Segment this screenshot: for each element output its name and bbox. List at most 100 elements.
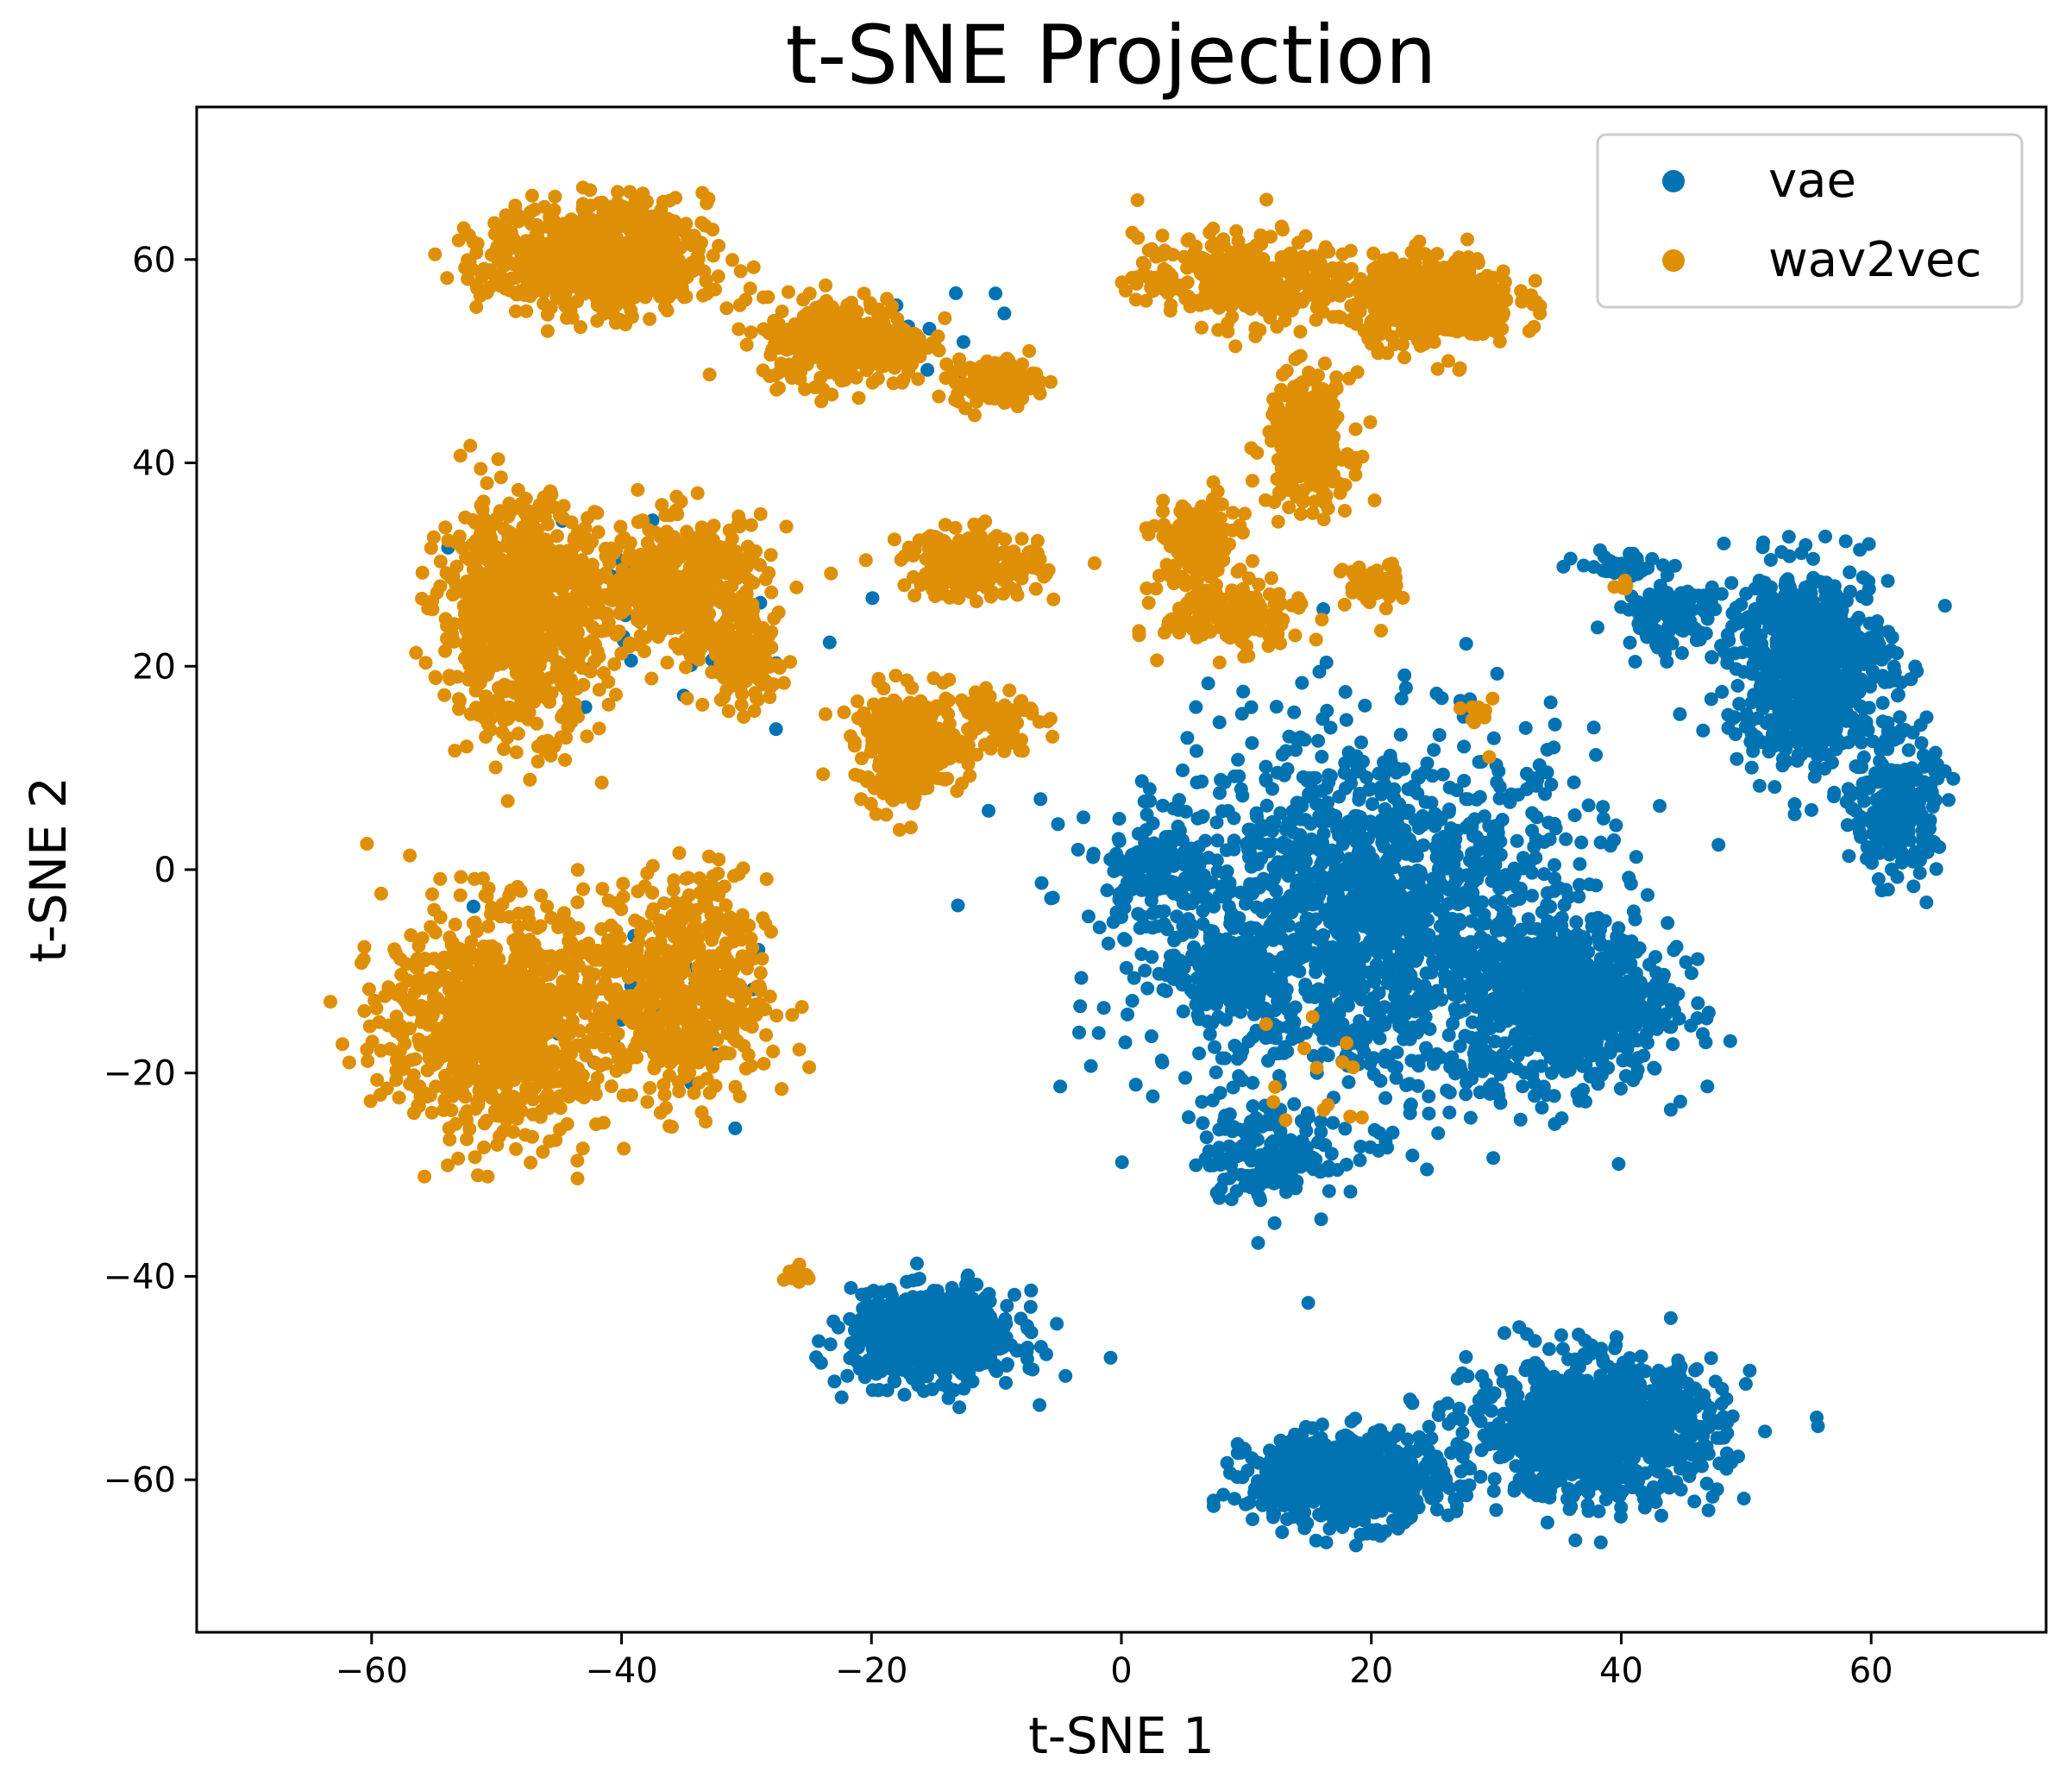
data-point-vae	[1319, 810, 1334, 825]
data-point-vae	[1245, 736, 1259, 751]
data-point-vae	[1435, 767, 1450, 782]
data-point-vae	[1092, 921, 1107, 934]
data-point-vae	[1271, 896, 1285, 910]
data-point-vae	[1447, 934, 1462, 949]
data-point-vae	[831, 1320, 845, 1335]
data-point-vae	[1159, 968, 1174, 983]
data-point-vae	[1342, 1450, 1357, 1465]
data-point-vae	[996, 1317, 1010, 1331]
data-point-vae	[1339, 820, 1353, 834]
data-point-vae	[1449, 958, 1463, 973]
data-point-vae	[897, 1387, 912, 1402]
data-point-vae	[1624, 934, 1639, 948]
data-point-vae	[1322, 1160, 1336, 1174]
data-point-vae	[1207, 899, 1221, 914]
data-point-vae	[1579, 1374, 1593, 1389]
data-point-vae	[1422, 1419, 1436, 1434]
data-point-vae	[1612, 1489, 1627, 1504]
data-point-vae	[1516, 861, 1529, 876]
data-point-vae	[1337, 765, 1352, 780]
data-point-vae	[1287, 1097, 1302, 1111]
data-point-vae	[1664, 1400, 1679, 1414]
data-point-vae	[1711, 838, 1726, 852]
data-point-vae	[1494, 1363, 1509, 1378]
data-point-vae	[1142, 843, 1157, 858]
data-point-vae	[1051, 817, 1065, 832]
data-point-vae	[1245, 1134, 1259, 1149]
data-point-vae	[855, 1287, 870, 1302]
data-point-vae	[1507, 949, 1521, 964]
data-point-vae	[1401, 912, 1416, 927]
data-point-vae	[882, 1306, 896, 1321]
data-point-vae	[1472, 918, 1487, 933]
data-point-vae	[982, 803, 995, 818]
data-point-vae	[1196, 903, 1210, 918]
data-point-vae	[1360, 1493, 1375, 1507]
data-point-vae	[1385, 824, 1400, 839]
data-point-vae	[1320, 703, 1334, 718]
data-point-vae	[1297, 833, 1312, 848]
data-point-vae	[1232, 1148, 1246, 1162]
data-point-vae	[1736, 1492, 1751, 1505]
data-point-vae	[1366, 1067, 1381, 1082]
data-point-vae	[1366, 857, 1381, 871]
data-point-vae	[1378, 1090, 1393, 1105]
data-point-vae	[1000, 1357, 1014, 1372]
data-point-vae	[1701, 1503, 1716, 1518]
data-point-vae	[1353, 1153, 1367, 1167]
data-point-vae	[1534, 992, 1548, 1007]
data-point-vae	[1691, 996, 1705, 1010]
data-point-vae	[1742, 1363, 1757, 1378]
data-point-vae	[1349, 943, 1364, 958]
data-point-vae	[1596, 1355, 1611, 1369]
data-point-vae	[813, 1355, 828, 1370]
data-point-vae	[1435, 958, 1448, 971]
data-point-vae	[1114, 891, 1128, 905]
data-point-vae	[1641, 888, 1654, 902]
data-point-vae	[945, 1317, 959, 1332]
data-point-vae	[1489, 870, 1504, 884]
data-point-vae	[1020, 1341, 1035, 1354]
data-point-vae	[1628, 912, 1642, 927]
data-point-vae	[1020, 1318, 1034, 1333]
data-point-vae	[1306, 984, 1321, 999]
data-point-vae	[1627, 1477, 1642, 1492]
data-point-vae	[1393, 727, 1408, 742]
data-point-vae	[1222, 1107, 1237, 1122]
data-point-vae	[1190, 776, 1204, 789]
data-point-vae	[1377, 1430, 1391, 1443]
data-point-vae	[1202, 1159, 1217, 1172]
data-point-vae	[1206, 948, 1221, 963]
data-point-vae	[834, 1390, 849, 1405]
data-point-vae	[1459, 1087, 1473, 1102]
data-point-vae	[1297, 864, 1312, 879]
data-point-vae	[1687, 1494, 1702, 1509]
data-point-vae	[1559, 832, 1573, 846]
data-point-vae	[1146, 816, 1160, 831]
data-point-vae	[1397, 1032, 1411, 1046]
data-point-vae	[1490, 775, 1504, 789]
data-point-vae	[1521, 912, 1535, 927]
data-point-vae	[1279, 983, 1294, 996]
data-point-vae	[1477, 1387, 1491, 1402]
data-point-vae	[1315, 839, 1329, 854]
data-point-vae	[1315, 955, 1329, 970]
data-point-vae	[979, 1355, 994, 1370]
data-point-vae	[1698, 1395, 1712, 1410]
data-point-vae	[1529, 1021, 1542, 1035]
data-point-vae	[1371, 1469, 1385, 1484]
data-point-vae	[1175, 882, 1189, 896]
data-point-vae	[1447, 839, 1461, 854]
data-point-vae	[1535, 765, 1550, 780]
data-point-vae	[1267, 1216, 1282, 1230]
data-point-vae	[1512, 892, 1527, 906]
data-point-vae	[1457, 1480, 1472, 1494]
data-point-vae	[1491, 820, 1504, 835]
data-point-vae	[1386, 1010, 1401, 1024]
data-point-vae	[1584, 1017, 1598, 1032]
data-point-vae	[1364, 782, 1378, 796]
data-point-vae	[1143, 794, 1157, 808]
data-point-vae	[1334, 1467, 1349, 1482]
data-point-vae	[1569, 947, 1584, 962]
data-point-vae	[1566, 1488, 1580, 1503]
